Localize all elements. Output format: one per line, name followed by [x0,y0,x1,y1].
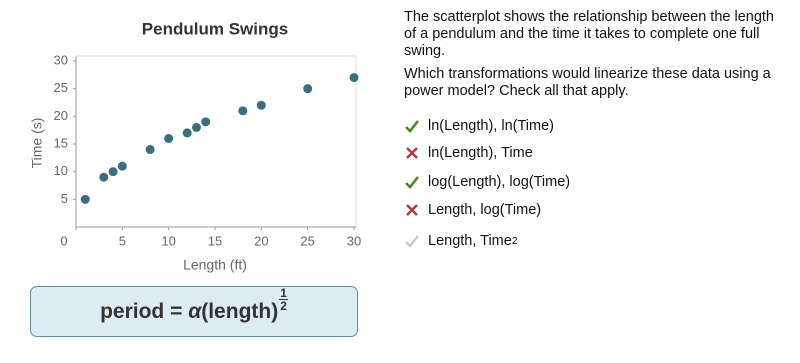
x-tick-label: 0 [60,233,67,248]
x-tick-label: 15 [208,233,222,248]
option[interactable]: Length, log(Time) [404,200,541,220]
y-tick-label: 5 [61,191,68,206]
point [145,145,155,155]
option-text: Length, Time [428,233,512,249]
x-tick-label: 10 [161,233,175,248]
option-text: ln(Length), Time [428,145,533,161]
point [182,128,192,138]
point [201,117,211,127]
y-tick-label: 20 [54,108,68,123]
x-tick-label: 20 [254,233,268,248]
point [191,122,201,132]
question-text: The scatterplot shows the relationship b… [404,9,774,59]
y-tick-label: 15 [54,135,68,150]
option-icon-incorrect [406,204,418,216]
x-tick-label: 5 [119,233,126,248]
chart: Pendulum Swings Length (ft) Time (s) 5 10… [29,19,362,273]
x-axis-label: Length (ft) [183,257,247,273]
x-tick-label: 25 [300,233,314,248]
question-text: Which transformations would linearize th… [404,66,771,99]
formula-base: (length) [201,299,279,323]
option-text: ln(Length), ln(Time) [428,118,554,134]
option-icon-unselected [405,235,419,248]
option[interactable]: ln(Length), ln(Time) [404,116,554,136]
y-tick-label: 25 [54,80,68,95]
formula-box: period = α (length) 1 2 [30,286,358,337]
option-icon-correct [405,120,420,133]
point [303,84,313,94]
question: The scatterplot shows the relationship b… [404,9,789,106]
option[interactable]: log(Length), log(Time) [404,172,570,192]
option-text: Length, log(Time) [428,202,542,218]
chart-title: Pendulum Swings [142,19,288,38]
point [99,172,109,182]
y-tick-label: 10 [54,163,68,178]
point [256,100,266,110]
exponent-denominator: 2 [280,299,287,313]
option-icon-correct [405,176,420,189]
point [238,106,248,116]
y-tick-label: 30 [54,52,68,67]
plot-frame [75,55,357,228]
point [349,73,359,83]
point [117,161,127,171]
option-superscript: 2 [511,235,518,247]
point [164,133,174,143]
option-text: log(Length), log(Time) [428,174,571,190]
formula-lhs: period = [100,299,189,323]
option[interactable]: ln(Length), Time [404,143,533,163]
point [108,167,118,177]
formula-coefficient: α [188,299,202,323]
x-tick-label: 30 [347,233,361,248]
option[interactable]: Length, Time 2 [404,231,517,251]
option-icon-incorrect [406,147,418,159]
y-axis-label: Time (s) [29,118,45,169]
point [80,194,90,204]
exponent-numerator: 1 [279,286,288,300]
